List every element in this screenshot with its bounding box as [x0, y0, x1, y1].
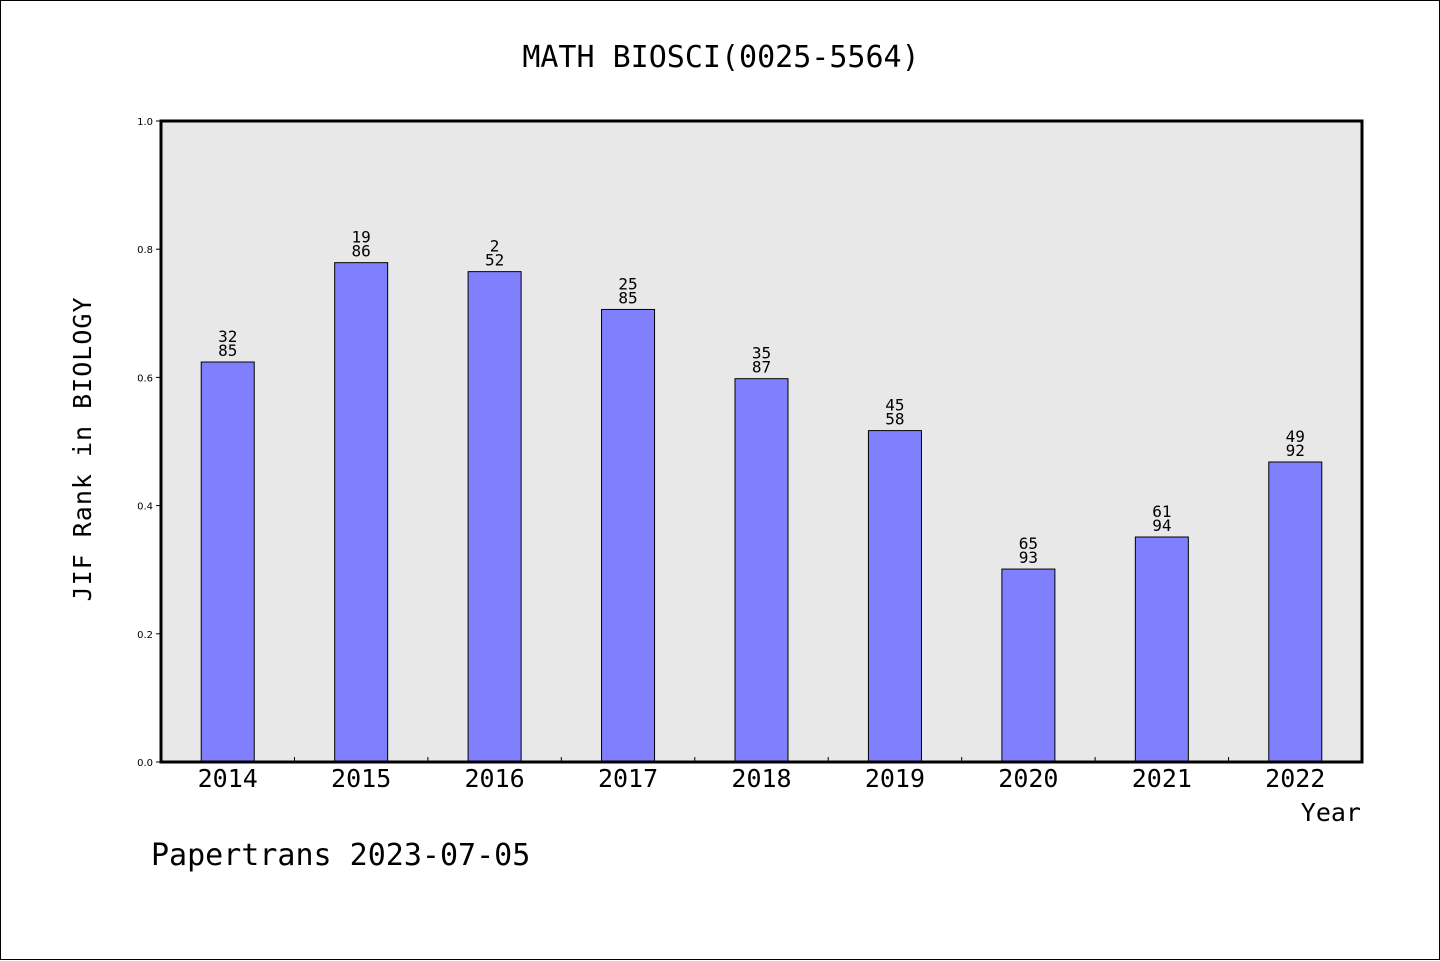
x-tick-label-2021: 2021 [1132, 764, 1192, 793]
y-tick-label: 0.0 [137, 758, 153, 769]
y-tick-label: 0.2 [137, 630, 153, 641]
bar-label-total-2014: 85 [218, 341, 237, 360]
bar-2022 [1268, 461, 1323, 763]
bar-label-total-2019: 58 [885, 410, 904, 429]
bar-2016 [467, 271, 522, 763]
plot-border [159, 119, 1364, 764]
x-tick-label-2014: 2014 [198, 764, 258, 793]
x-axis-ticks: 2014 2015 2016 2017 2018 2019 2020 2021 2022 [198, 757, 1325, 793]
bar-label-rank-2019: 45 [885, 396, 904, 415]
bar-2020 [1001, 568, 1056, 763]
bar-2021 [1134, 536, 1189, 763]
bar-2015 [334, 262, 389, 763]
bar-label-total-2022: 92 [1286, 441, 1305, 460]
bar-2018 [734, 378, 789, 763]
x-axis-label: Year [1301, 798, 1361, 827]
y-tick-label: 0.6 [137, 373, 153, 384]
bar-2019 [867, 430, 922, 763]
bar-label-total-2015: 86 [352, 242, 371, 261]
chart-title: MATH BIOSCI(0025-5564) [522, 40, 919, 75]
x-tick-label-2019: 2019 [865, 764, 925, 793]
bar-2014 [200, 361, 255, 763]
bar-label-rank-2018: 35 [752, 344, 771, 363]
y-axis-ticks: 0.0 0.2 0.4 0.6 0.8 1.0 [137, 117, 161, 769]
bar-label-rank-2022: 49 [1286, 427, 1305, 446]
x-tick-label-2015: 2015 [331, 764, 391, 793]
bar-label-total-2016: 52 [485, 251, 504, 270]
bar-label-total-2021: 94 [1152, 516, 1171, 535]
bar-label-rank-2014: 32 [218, 327, 237, 346]
y-tick-label: 0.8 [137, 245, 153, 256]
bar-label-total-2020: 93 [1019, 548, 1038, 567]
footer-caption: Papertrans 2023-07-05 [151, 838, 530, 873]
y-tick-label: 1.0 [137, 117, 153, 128]
bar-label-rank-2017: 25 [618, 274, 637, 293]
bar-label-rank-2021: 61 [1152, 502, 1171, 521]
bar-label-rank-2016: 2 [490, 237, 500, 256]
x-tick-label-2022: 2022 [1265, 764, 1325, 793]
bar-label-rank-2015: 19 [352, 228, 371, 247]
y-axis-label: JIF Rank in BIOLOGY [68, 297, 97, 602]
x-tick-label-2016: 2016 [465, 764, 525, 793]
bars-group [200, 262, 1323, 763]
y-tick-label: 0.4 [137, 502, 153, 513]
x-tick-label-2017: 2017 [598, 764, 658, 793]
x-tick-label-2020: 2020 [998, 764, 1058, 793]
bar-label-rank-2020: 65 [1019, 534, 1038, 553]
x-tick-label-2018: 2018 [731, 764, 791, 793]
bar-label-total-2018: 87 [752, 358, 771, 377]
bar-2017 [601, 308, 656, 763]
bar-label-total-2017: 85 [618, 288, 637, 307]
